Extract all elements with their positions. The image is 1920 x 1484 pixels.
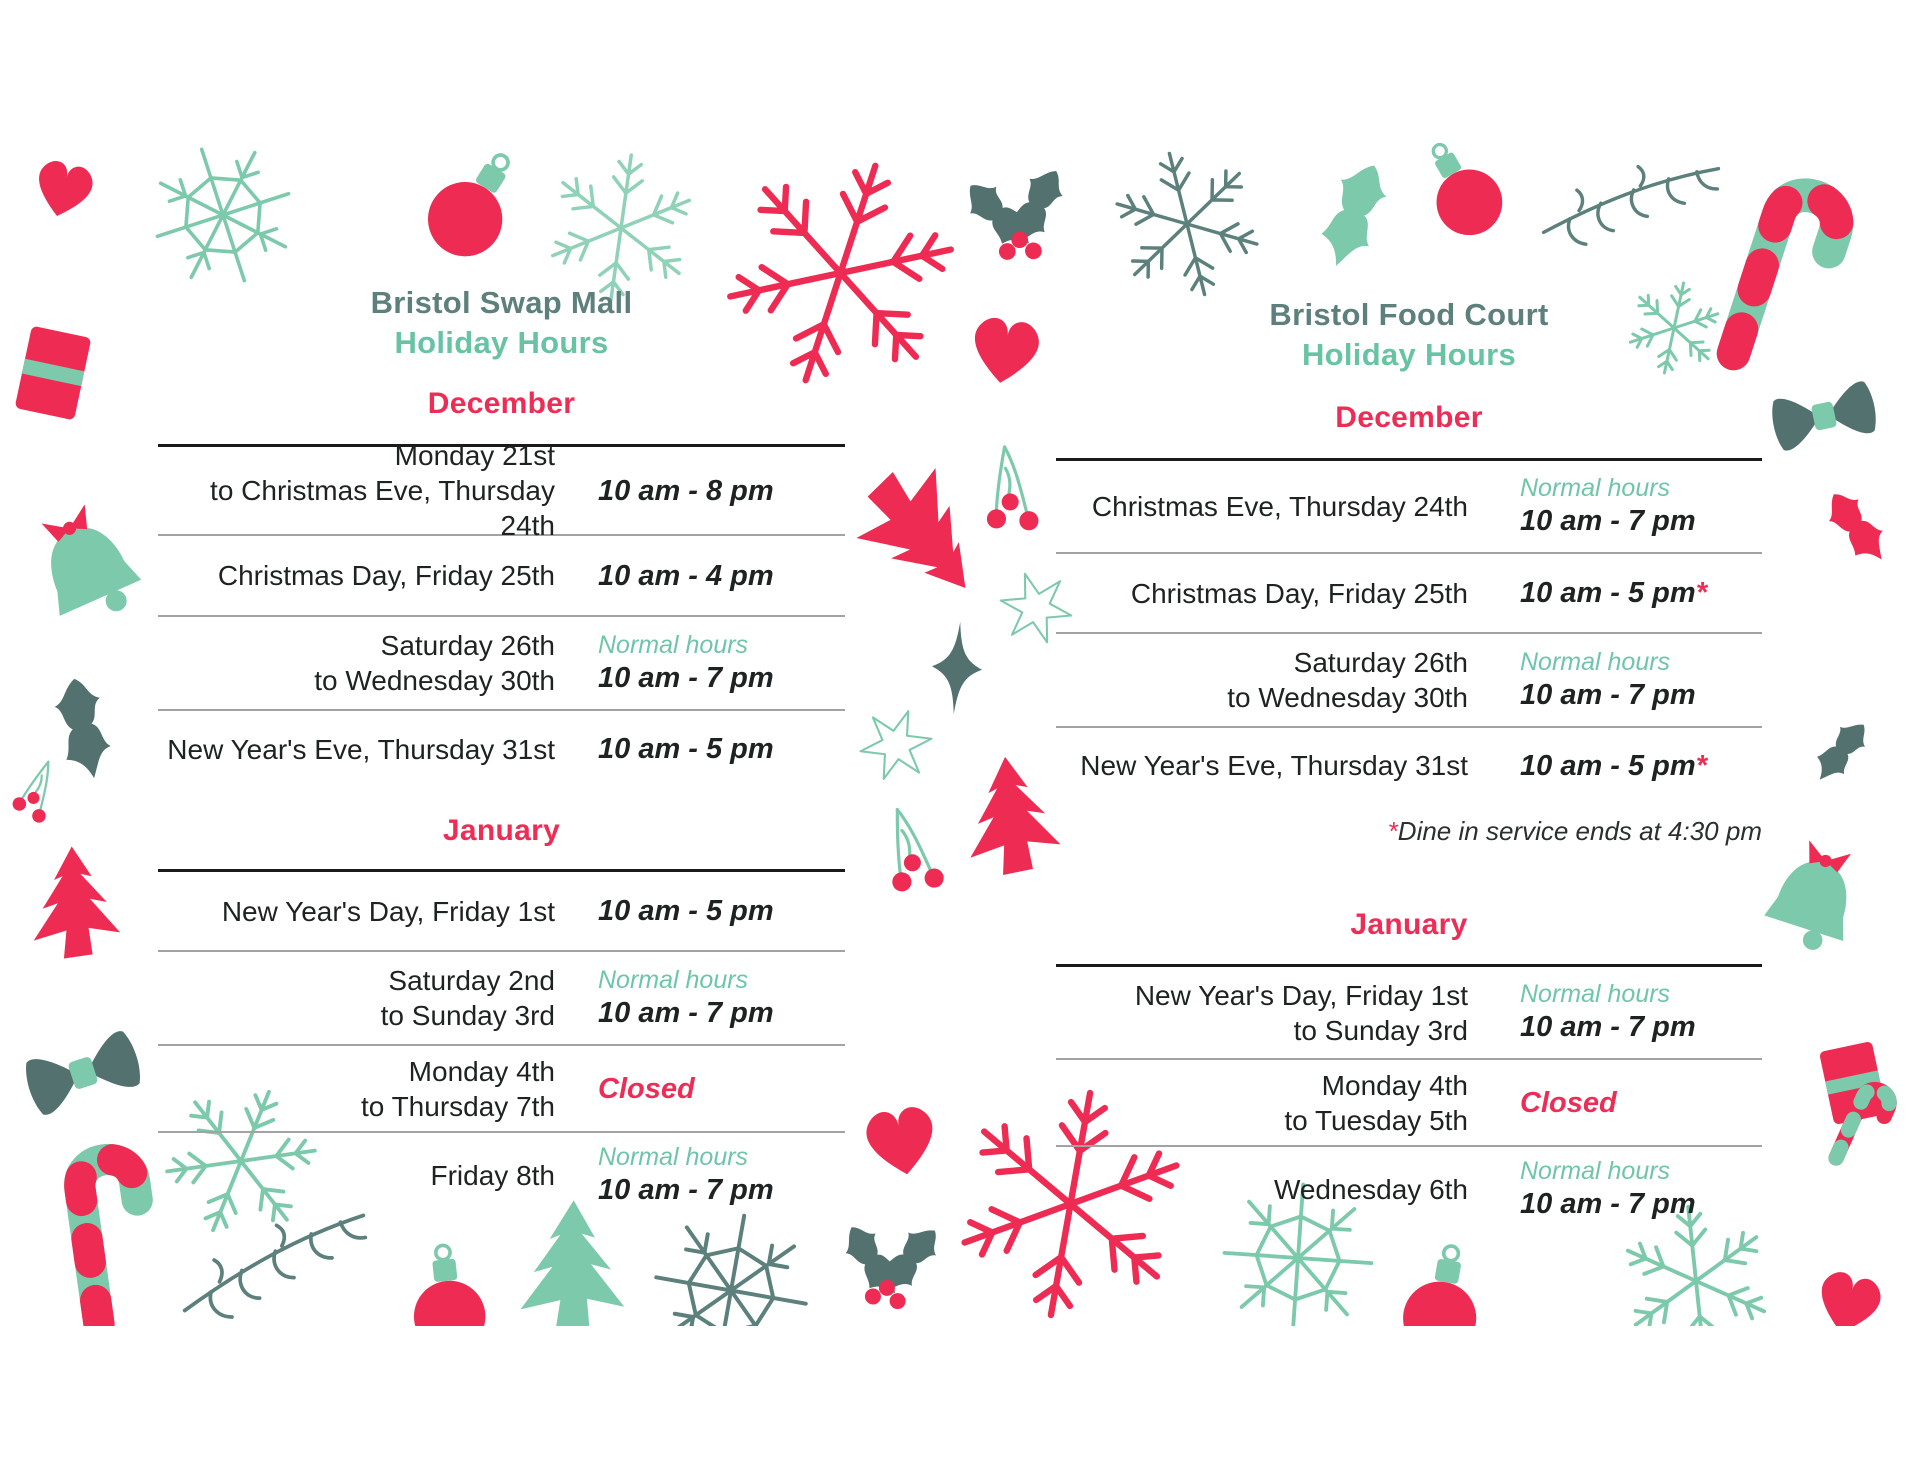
hours-value: 10 am - 7 pm — [598, 1174, 774, 1206]
note-label: Normal hours — [1520, 474, 1671, 502]
panel-subtitle: Holiday Hours — [394, 325, 609, 360]
hours-value: 10 am - 5 pm* — [1520, 749, 1707, 782]
hours-value: 10 am - 8 pm — [598, 474, 774, 507]
hours-value: 10 am - 5 pm — [598, 895, 774, 927]
bow-icon — [20, 1028, 146, 1118]
date-line: New Year's Eve, Thursday 31st — [167, 733, 555, 765]
date-line: Monday 4th — [1321, 1069, 1468, 1101]
date-line: Christmas Day, Friday 25th — [1130, 577, 1468, 609]
berries-icon — [977, 443, 1040, 536]
hours-value: 10 am - 7 pm — [598, 661, 774, 694]
table-row: Friday 8th Normal hours 10 am - 7 pm — [158, 1133, 845, 1218]
note-label: Normal hours — [1520, 980, 1671, 1008]
table-row: New Year's Day, Friday 1st 10 am - 5 pm — [158, 872, 845, 952]
date-line: New Year's Day, Friday 1st — [1134, 979, 1468, 1011]
hours-value: 10 am - 5 pm* — [1520, 577, 1707, 609]
star-icon — [855, 708, 937, 782]
tree-icon — [27, 843, 122, 961]
table-row: New Year's Day, Friday 1st to Sunday 3rd… — [1056, 967, 1762, 1060]
branch-icon — [1543, 159, 1719, 251]
holly-icon — [953, 158, 1082, 267]
closed-label: Closed — [1520, 1086, 1617, 1119]
note-label: Normal hours — [1520, 1157, 1671, 1185]
hours-value: 10 am - 7 pm — [1520, 1011, 1696, 1043]
date-line: to Christmas Eve, Thursday 24th — [210, 475, 555, 541]
snowflake-icon — [1101, 136, 1273, 312]
date-line: Friday 8th — [430, 1160, 556, 1191]
date-line: Christmas Eve, Thursday 24th — [1091, 491, 1468, 522]
footnote-asterisk: * — [1387, 816, 1398, 846]
date-line: to Tuesday 5th — [1284, 1104, 1468, 1136]
date-line: to Sunday 3rd — [1293, 1014, 1468, 1046]
note-label: Normal hours — [598, 965, 749, 994]
date-line: to Sunday 3rd — [380, 1000, 555, 1031]
gift-icon — [14, 325, 92, 421]
table-row: Saturday 26th to Wednesday 30th Normal h… — [158, 617, 845, 711]
table-row: Saturday 2nd to Sunday 3rd Normal hours … — [158, 952, 845, 1046]
table-row: New Year's Eve, Thursday 31st 10 am - 5 … — [158, 711, 845, 787]
date-line: to Thursday 7th — [360, 1090, 555, 1122]
hours-value: 10 am - 7 pm — [1520, 505, 1696, 537]
date-line: Saturday 26th — [1293, 647, 1468, 678]
hours-value: 10 am - 4 pm — [598, 559, 774, 592]
asterisk: * — [1695, 749, 1707, 782]
food-court-panel: Bristol Food Court Holiday Hours Decembe… — [1056, 295, 1762, 1232]
table-row: Saturday 26th to Wednesday 30th Normal h… — [1056, 634, 1762, 728]
footnote-text: Dine in service ends at 4:30 pm — [1397, 816, 1762, 846]
dine-in-footnote: *Dine in service ends at 4:30 pm — [1056, 813, 1762, 849]
asterisk: * — [1695, 577, 1707, 609]
hours-value: 10 am - 7 pm — [598, 996, 774, 1029]
holly-icon — [1817, 483, 1896, 572]
date-line: Saturday 2nd — [388, 965, 555, 996]
month-heading-january: January — [442, 814, 561, 847]
month-heading-january: January — [1350, 908, 1468, 941]
hours-table-january: New Year's Day, Friday 1st to Sunday 3rd… — [1056, 964, 1762, 1232]
note-label: Normal hours — [1520, 647, 1671, 676]
note-label: Normal hours — [598, 630, 749, 659]
hours-value: 10 am - 7 pm — [1520, 678, 1696, 711]
holly-icon — [828, 1209, 952, 1314]
heart-icon — [863, 1104, 940, 1180]
date-line: Wednesday 6th — [1273, 1174, 1468, 1205]
heart-icon — [30, 157, 97, 223]
table-row: Christmas Day, Friday 25th 10 am - 4 pm — [158, 536, 845, 617]
table-row: Monday 4th to Tuesday 5th Closed — [1056, 1060, 1762, 1147]
panel-title: Bristol Food Court — [1269, 297, 1549, 332]
date-line: Saturday 26th — [380, 630, 555, 661]
date-line: to Wednesday 30th — [1227, 682, 1468, 713]
date-line: Monday 4th — [408, 1055, 555, 1087]
table-row: New Year's Eve, Thursday 31st 10 am - 5 … — [1056, 728, 1762, 803]
month-heading-december: December — [427, 387, 576, 420]
heart-icon — [968, 315, 1042, 388]
date-line: Christmas Day, Friday 25th — [217, 560, 555, 591]
heart-icon — [1812, 1268, 1885, 1326]
ornament-icon — [1397, 1239, 1489, 1326]
panel-title: Bristol Swap Mall — [370, 285, 633, 320]
hours-value: 10 am - 5 pm — [598, 733, 774, 765]
ornament-icon — [406, 1241, 489, 1326]
table-row: Christmas Day, Friday 25th 10 am - 5 pm* — [1056, 554, 1762, 634]
table-row: Wednesday 6th Normal hours 10 am - 7 pm — [1056, 1147, 1762, 1232]
closed-label: Closed — [598, 1072, 695, 1105]
hours-table-december: Monday 21st to Christmas Eve, Thursday 2… — [158, 440, 845, 787]
date-line: to Wednesday 30th — [314, 665, 555, 696]
panel-subtitle: Holiday Hours — [1301, 337, 1517, 372]
month-heading-december: December — [1335, 401, 1483, 434]
note-label: Normal hours — [598, 1143, 749, 1171]
table-row: Christmas Eve, Thursday 24th Normal hour… — [1056, 461, 1762, 554]
date-line: New Year's Day, Friday 1st — [221, 895, 555, 927]
table-row: Monday 4th to Thursday 7th Closed — [158, 1046, 845, 1133]
date-line: Monday 21st — [394, 440, 555, 471]
table-row: Monday 21st to Christmas Eve, Thursday 2… — [158, 440, 845, 541]
hours-value: 10 am - 7 pm — [1520, 1188, 1696, 1220]
hours-table-january: New Year's Day, Friday 1st 10 am - 5 pm … — [158, 869, 845, 1218]
swap-mall-panel: Bristol Swap Mall Holiday Hours December… — [158, 283, 845, 1218]
ornament-icon — [1408, 128, 1515, 248]
date-line: New Year's Eve, Thursday 31st — [1080, 750, 1468, 781]
hours-table-december: Christmas Eve, Thursday 24th Normal hour… — [1056, 458, 1762, 803]
holly-icon — [1805, 714, 1877, 790]
